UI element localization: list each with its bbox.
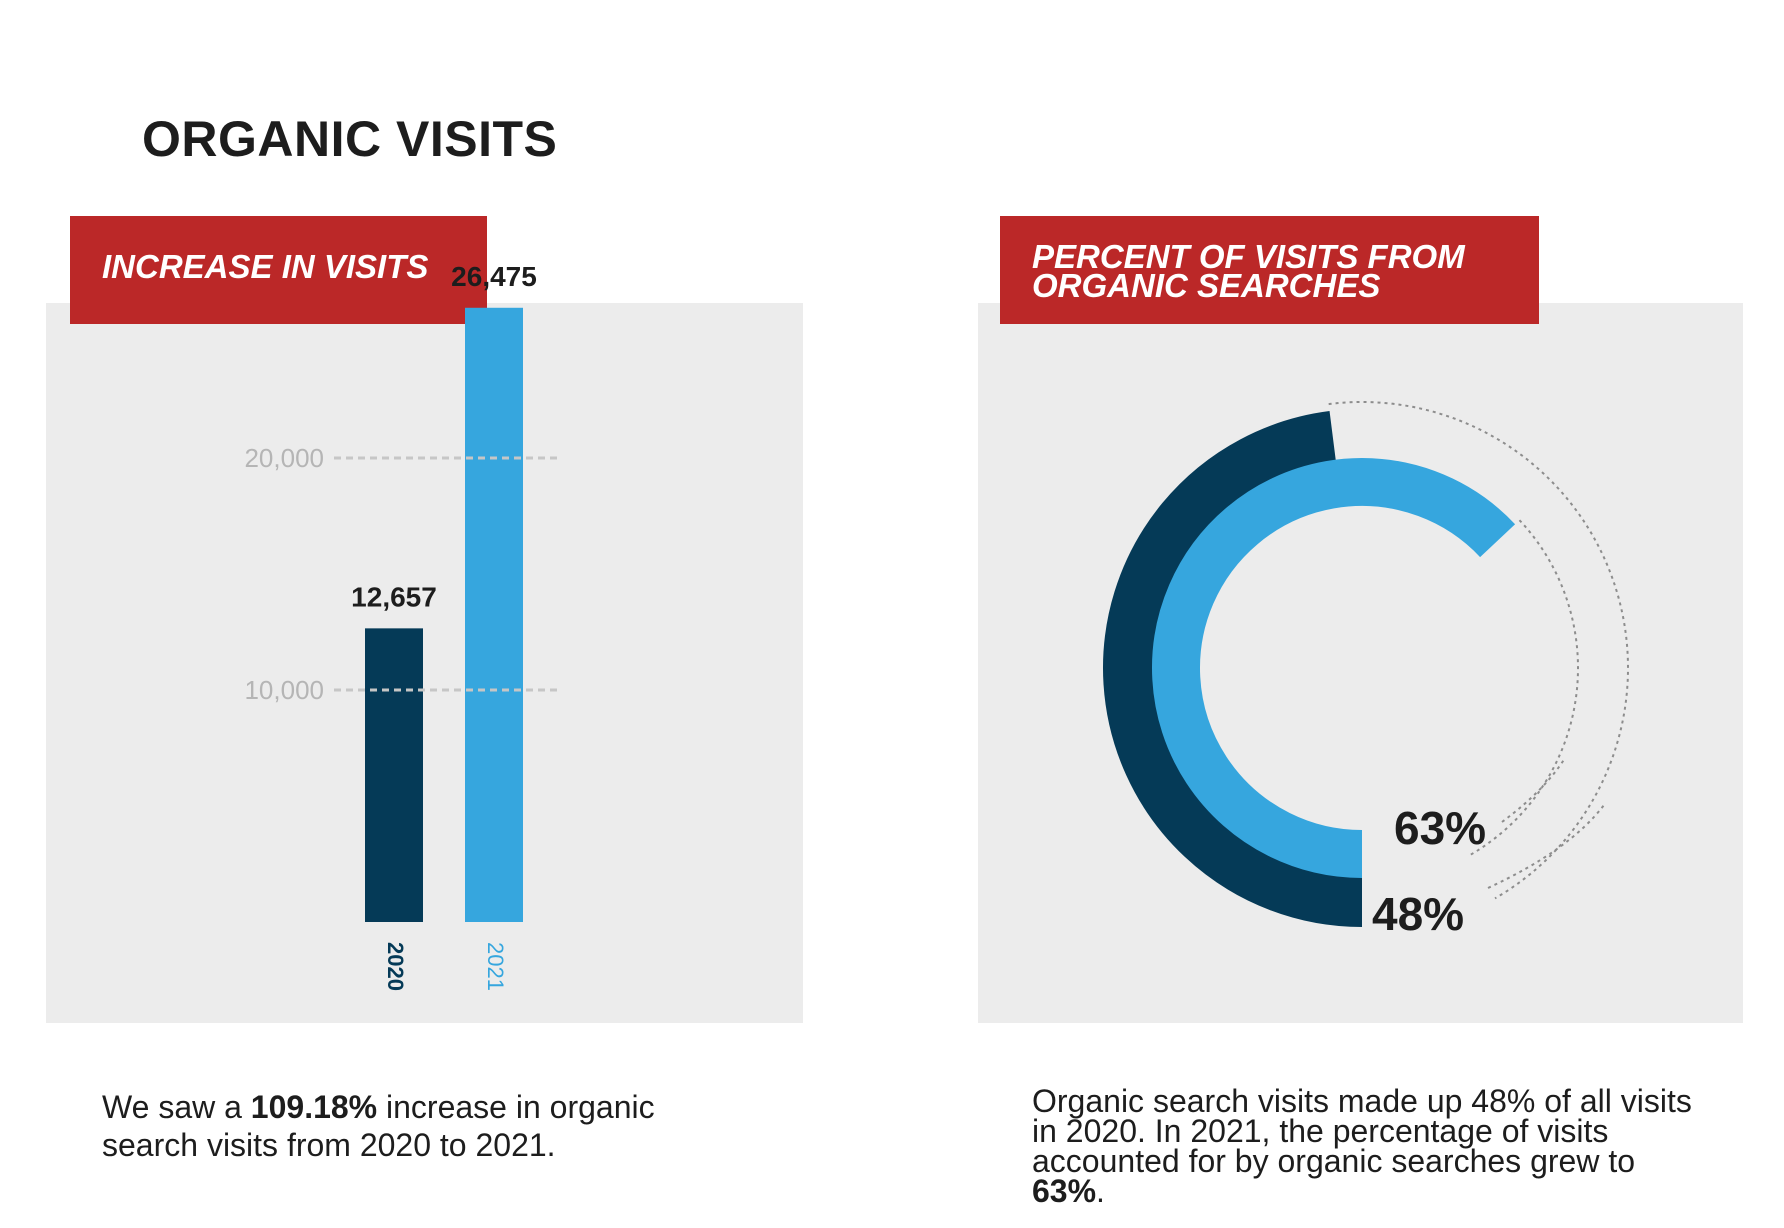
ring-chart-title-banner: PERCENT OF VISITS FROM ORGANIC SEARCHES [1000, 216, 1539, 324]
x-tick-label: 2021 [483, 942, 508, 991]
ring-value-label-2020: 48% [1372, 888, 1464, 940]
caption-highlight: 63% [1032, 1173, 1097, 1209]
caption-text: We saw a [102, 1089, 251, 1125]
ring-arc-2021 [1152, 458, 1516, 878]
ring-remainder-guide [1469, 519, 1579, 856]
caption-text: increase in organic search visits from 2… [102, 1089, 655, 1163]
page-title: ORGANIC VISITS [142, 111, 558, 167]
caption-text: Organic search visits made up 48% of all… [1032, 1083, 1692, 1179]
x-tick-label: 2020 [383, 942, 408, 991]
bar-chart-title: INCREASE IN VISITS [102, 248, 429, 285]
label-connector [1487, 804, 1605, 889]
y-tick-label: 20,000 [244, 443, 324, 473]
bar-value-label: 26,475 [451, 261, 537, 292]
y-tick-label: 10,000 [244, 675, 324, 705]
caption-text: . [1096, 1173, 1105, 1209]
caption-highlight: 109.18% [250, 1089, 378, 1125]
ring-value-label-2021: 63% [1394, 802, 1486, 854]
bar-2020 [365, 628, 423, 922]
bar-2021 [465, 307, 523, 922]
ring-remainder-guide [1328, 401, 1629, 900]
bar-chart-caption: We saw a 109.18% increase in organic sea… [102, 1088, 742, 1164]
label-connector [1501, 757, 1566, 823]
bar-value-label: 12,657 [351, 581, 437, 612]
bar-chart-title-banner: INCREASE IN VISITS [70, 216, 487, 324]
ring-chart-title-line2: ORGANIC SEARCHES [1032, 267, 1381, 304]
ring-chart-caption: Organic search visits made up 48% of all… [1032, 1083, 1712, 1209]
bar-chart-panel [46, 303, 803, 1023]
ring-chart-title-line1: PERCENT OF VISITS FROM [1032, 238, 1465, 275]
ring-arc-2020 [1103, 411, 1363, 927]
